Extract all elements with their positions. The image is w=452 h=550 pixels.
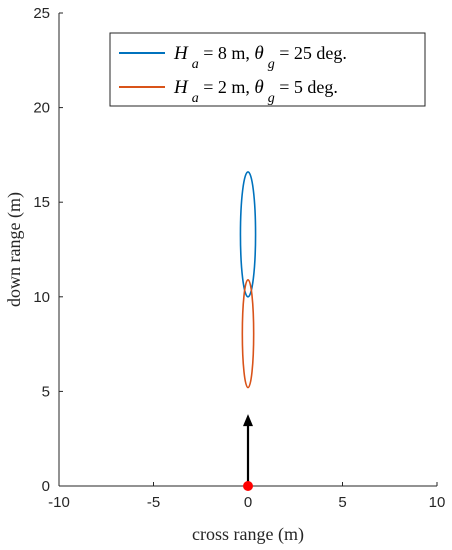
y-tick-label: 0 <box>42 478 50 495</box>
origin-marker <box>243 481 253 491</box>
direction-arrow-head <box>243 414 253 427</box>
axis-ticks: -10 -5 0 5 10 0 5 10 15 20 25 <box>33 5 445 511</box>
y-tick-label: 25 <box>33 5 50 22</box>
legend-entry-part: H <box>173 43 189 64</box>
legend-entry-part: a <box>192 57 199 72</box>
y-tick-label: 10 <box>33 289 50 306</box>
y-tick-label: 15 <box>33 194 50 211</box>
x-tick-label: 5 <box>338 494 346 511</box>
arrow-layer <box>243 414 253 491</box>
legend-entry-2: Ha = 2 m, θg = 5 deg. <box>173 77 338 106</box>
legend-entry-part: = 5 deg. <box>275 77 338 97</box>
legend-entry-part: θ <box>254 43 263 64</box>
legend-entry-part: a <box>192 91 199 106</box>
y-tick-label: 20 <box>33 100 50 117</box>
x-tick-label: 0 <box>244 494 252 511</box>
legend-entry-part: = 8 m, <box>199 43 255 63</box>
legend-entry-part: g <box>268 91 275 106</box>
legend-entry-part: = 2 m, <box>199 77 255 97</box>
x-tick-label: -5 <box>147 494 160 511</box>
legend: Ha = 8 m, θg = 25 deg.Ha = 2 m, θg = 5 d… <box>109 32 426 107</box>
series-ellipse-1 <box>239 171 257 298</box>
x-tick-label: 10 <box>429 494 446 511</box>
legend-entry-part: = 25 deg. <box>275 43 347 63</box>
x-axis-label: cross range (m) <box>192 524 304 545</box>
legend-entry-part: H <box>173 77 189 98</box>
legend-entry-part: θ <box>254 77 263 98</box>
legend-entry-part: g <box>268 57 275 72</box>
series-ellipse-2 <box>241 278 255 389</box>
y-tick-label: 5 <box>42 383 50 400</box>
y-axis-label: down range (m) <box>4 192 25 307</box>
legend-box <box>109 32 426 107</box>
x-tick-label: -10 <box>48 494 70 511</box>
legend-entry-1: Ha = 8 m, θg = 25 deg. <box>173 43 347 72</box>
series-layer <box>239 171 257 389</box>
